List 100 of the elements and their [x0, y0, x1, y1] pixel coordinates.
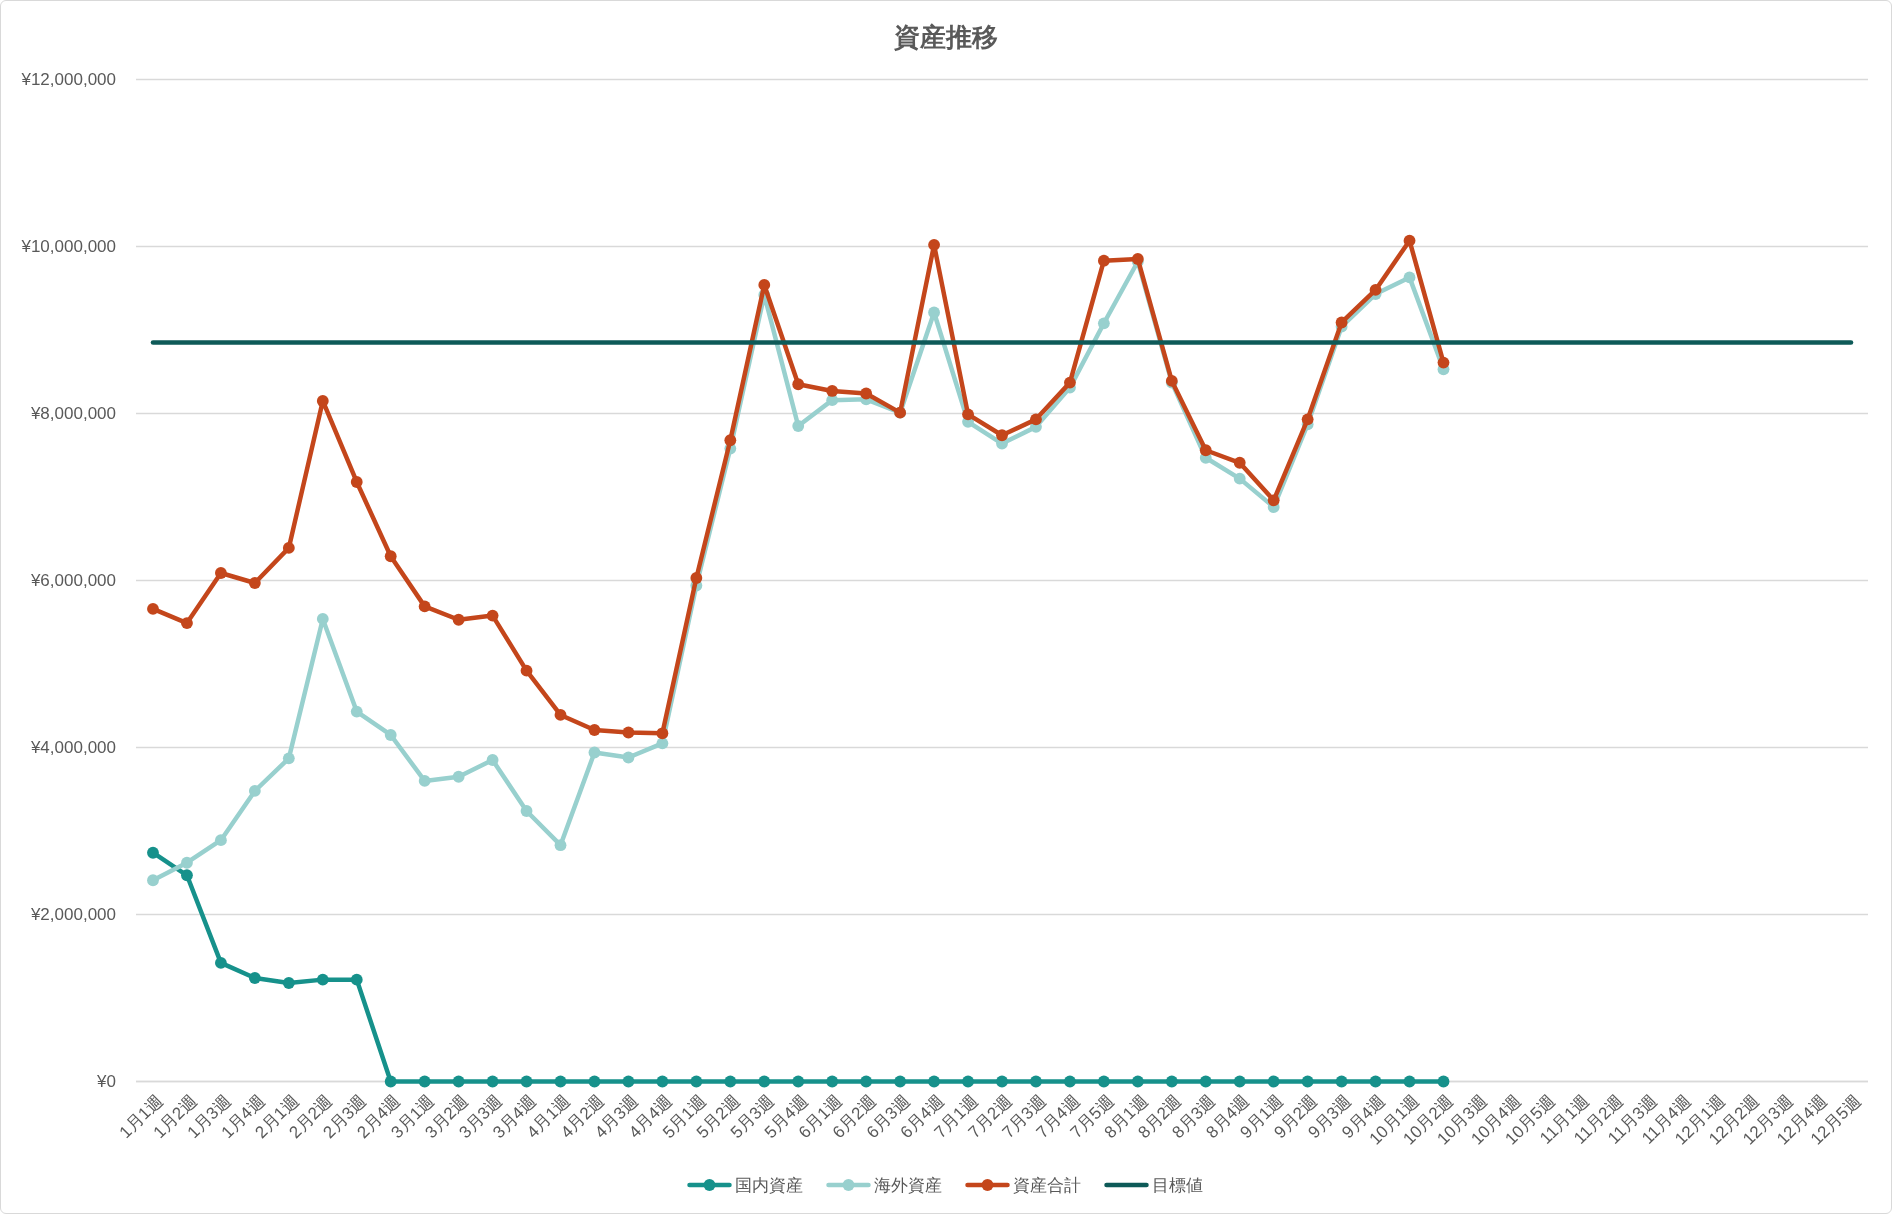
y-tick-label: ¥12,000,000 — [20, 70, 116, 90]
y-tick-label: ¥2,000,000 — [29, 905, 116, 925]
point — [1335, 1075, 1348, 1088]
point — [350, 705, 363, 718]
point — [181, 856, 193, 869]
point — [1097, 317, 1110, 330]
point — [622, 751, 635, 764]
legend-label: 資産合計 — [1012, 1175, 1081, 1195]
point — [316, 973, 329, 986]
point — [350, 973, 363, 986]
point — [690, 1075, 703, 1088]
point — [418, 774, 431, 787]
point — [214, 567, 227, 579]
point — [181, 869, 193, 882]
point — [792, 378, 805, 391]
point — [350, 476, 363, 488]
point — [1131, 1075, 1144, 1088]
point — [622, 726, 635, 739]
point — [282, 752, 295, 765]
point — [554, 709, 567, 721]
point — [1097, 254, 1110, 267]
point — [656, 737, 669, 750]
point — [1403, 234, 1416, 247]
y-tick-label: ¥8,000,000 — [29, 404, 116, 424]
point — [656, 1075, 669, 1088]
point — [248, 577, 261, 589]
point — [724, 1075, 737, 1088]
point — [860, 387, 873, 400]
point — [1233, 472, 1246, 485]
point — [1199, 1075, 1212, 1088]
point — [418, 600, 431, 613]
point — [1403, 1075, 1416, 1088]
point — [1030, 1075, 1042, 1088]
legend-label: 目標値 — [1151, 1175, 1203, 1195]
point — [181, 617, 193, 629]
point — [1301, 1075, 1314, 1088]
point — [520, 664, 533, 677]
point — [248, 972, 261, 984]
point — [1369, 1075, 1382, 1088]
point — [452, 1075, 465, 1088]
point — [758, 279, 771, 291]
point — [894, 1075, 907, 1088]
point — [1030, 413, 1042, 426]
point — [996, 1075, 1008, 1088]
point — [147, 846, 159, 859]
point — [147, 602, 159, 615]
point — [214, 957, 227, 969]
point — [724, 434, 737, 447]
point — [962, 1075, 974, 1088]
point — [452, 613, 465, 626]
point — [316, 395, 329, 407]
point — [792, 1075, 805, 1088]
chart-title: 資産推移 — [893, 22, 998, 52]
point — [1064, 1075, 1076, 1088]
point — [486, 754, 499, 766]
point — [962, 408, 974, 421]
point — [1369, 284, 1382, 296]
point — [588, 1075, 601, 1088]
point — [588, 746, 601, 759]
point — [384, 729, 397, 741]
point — [758, 1075, 771, 1088]
point — [1165, 1075, 1178, 1088]
point — [282, 977, 295, 989]
point — [1403, 271, 1416, 284]
point — [1233, 1075, 1246, 1088]
legend-label: 国内資産 — [734, 1175, 803, 1195]
point — [282, 542, 295, 554]
y-tick-label: ¥4,000,000 — [29, 738, 116, 758]
point — [928, 238, 940, 251]
point — [452, 770, 465, 783]
point — [316, 613, 329, 625]
point — [792, 420, 805, 432]
point — [1267, 1075, 1280, 1088]
y-tick-label: ¥6,000,000 — [29, 571, 116, 591]
point — [1199, 444, 1212, 457]
point — [1267, 494, 1280, 507]
point — [622, 1075, 635, 1088]
point — [928, 1075, 940, 1088]
point — [520, 805, 533, 817]
point — [214, 834, 227, 847]
point — [1097, 1075, 1110, 1088]
y-tick-label: ¥0 — [96, 1072, 116, 1092]
point — [1233, 456, 1246, 469]
point — [826, 385, 839, 397]
point — [690, 572, 703, 584]
point — [554, 839, 567, 852]
legend-label: 海外資産 — [873, 1175, 942, 1195]
point — [860, 1075, 873, 1088]
point — [1301, 413, 1314, 426]
point — [418, 1075, 431, 1088]
point — [384, 1075, 397, 1088]
point — [1335, 316, 1348, 329]
point — [1437, 1075, 1450, 1088]
point — [554, 1075, 567, 1088]
point — [486, 609, 499, 622]
point — [486, 1075, 499, 1088]
point — [826, 1075, 839, 1088]
point — [1437, 356, 1450, 369]
point — [248, 785, 261, 797]
y-tick-label: ¥10,000,000 — [20, 237, 116, 257]
